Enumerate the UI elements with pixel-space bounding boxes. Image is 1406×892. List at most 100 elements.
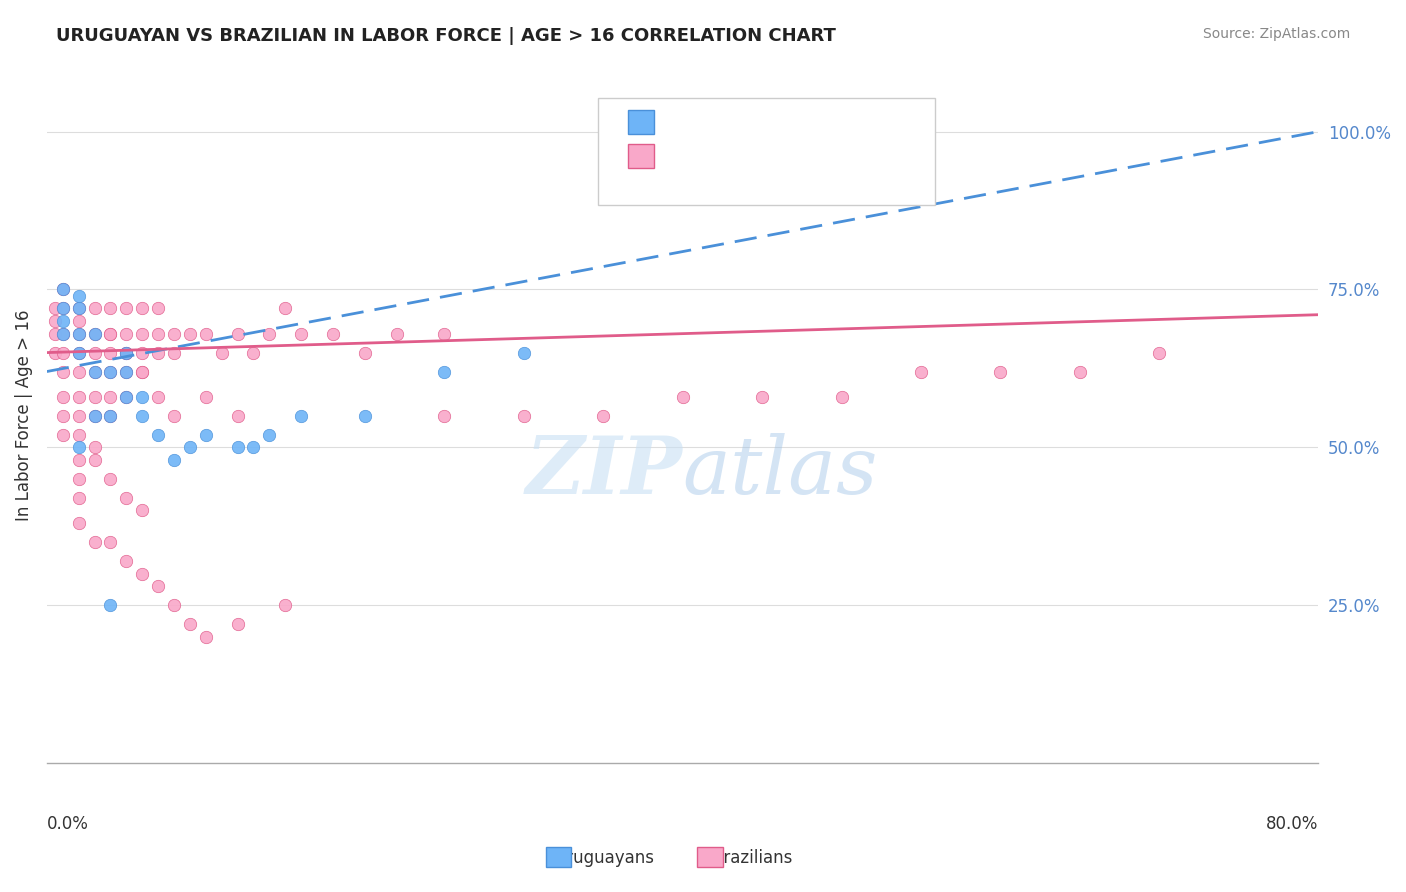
Point: [100, 409, 122, 423]
Point: [67, 364, 90, 378]
Point: [226, 409, 249, 423]
Point: [115, 345, 138, 359]
Point: [115, 364, 138, 378]
Point: [131, 503, 153, 517]
Point: [512, 409, 534, 423]
Point: [211, 345, 233, 359]
Point: [83, 390, 105, 404]
Point: [67, 301, 90, 316]
Point: [131, 566, 153, 581]
Point: [83, 326, 105, 341]
Point: [100, 472, 122, 486]
Point: [274, 598, 297, 612]
Point: [67, 427, 90, 442]
Point: [194, 427, 217, 442]
Point: [242, 440, 264, 454]
Point: [83, 409, 105, 423]
Point: [67, 472, 90, 486]
Point: [52, 283, 75, 297]
Point: [83, 301, 105, 316]
Text: Source: ZipAtlas.com: Source: ZipAtlas.com: [1202, 27, 1350, 41]
Point: [67, 345, 90, 359]
Point: [290, 326, 312, 341]
Point: [115, 491, 138, 505]
Point: [226, 440, 249, 454]
Text: Uruguayans: Uruguayans: [554, 849, 655, 867]
Point: [52, 345, 75, 359]
Point: [115, 345, 138, 359]
Point: [226, 617, 249, 632]
Point: [83, 364, 105, 378]
Point: [67, 326, 90, 341]
Point: [433, 409, 456, 423]
Point: [67, 314, 90, 328]
Point: [52, 364, 75, 378]
Point: [131, 409, 153, 423]
Point: [52, 301, 75, 316]
Text: Brazilians: Brazilians: [711, 849, 793, 867]
Point: [100, 326, 122, 341]
Point: [83, 364, 105, 378]
Point: [322, 326, 344, 341]
Point: [52, 283, 75, 297]
Point: [146, 326, 169, 341]
Point: [52, 301, 75, 316]
Point: [52, 326, 75, 341]
Point: [67, 440, 90, 454]
Point: [131, 301, 153, 316]
Point: [115, 345, 138, 359]
Point: [67, 390, 90, 404]
Point: [131, 390, 153, 404]
Point: [671, 390, 693, 404]
Point: [67, 326, 90, 341]
Point: [100, 345, 122, 359]
Point: [67, 453, 90, 467]
Point: [67, 345, 90, 359]
Point: [433, 364, 456, 378]
Point: [100, 326, 122, 341]
Point: [67, 491, 90, 505]
Y-axis label: In Labor Force | Age > 16: In Labor Force | Age > 16: [15, 310, 32, 522]
Point: [83, 440, 105, 454]
Point: [910, 364, 932, 378]
Text: R = 0.248   N = 31: R = 0.248 N = 31: [665, 112, 823, 131]
Point: [751, 390, 773, 404]
Point: [146, 579, 169, 593]
Point: [115, 301, 138, 316]
Point: [44, 345, 66, 359]
Point: [163, 326, 186, 341]
Point: [194, 326, 217, 341]
Point: [100, 364, 122, 378]
Point: [44, 314, 66, 328]
Point: [179, 440, 201, 454]
Text: R = 0.055   N = 96: R = 0.055 N = 96: [665, 146, 823, 165]
Point: [163, 598, 186, 612]
Point: [353, 345, 375, 359]
Point: [52, 326, 75, 341]
Point: [163, 409, 186, 423]
Point: [83, 409, 105, 423]
Point: [115, 390, 138, 404]
Point: [100, 364, 122, 378]
Text: URUGUAYAN VS BRAZILIAN IN LABOR FORCE | AGE > 16 CORRELATION CHART: URUGUAYAN VS BRAZILIAN IN LABOR FORCE | …: [56, 27, 837, 45]
Point: [353, 409, 375, 423]
Point: [100, 301, 122, 316]
Point: [259, 326, 281, 341]
Point: [385, 326, 408, 341]
Point: [146, 427, 169, 442]
Text: ZIP: ZIP: [526, 433, 682, 510]
Point: [100, 390, 122, 404]
Point: [179, 617, 201, 632]
Point: [52, 314, 75, 328]
Point: [131, 345, 153, 359]
Point: [146, 345, 169, 359]
Point: [115, 390, 138, 404]
Point: [100, 535, 122, 549]
Point: [83, 326, 105, 341]
Point: [242, 345, 264, 359]
Point: [512, 345, 534, 359]
Point: [131, 364, 153, 378]
Point: [146, 390, 169, 404]
Point: [44, 326, 66, 341]
Point: [1069, 364, 1091, 378]
